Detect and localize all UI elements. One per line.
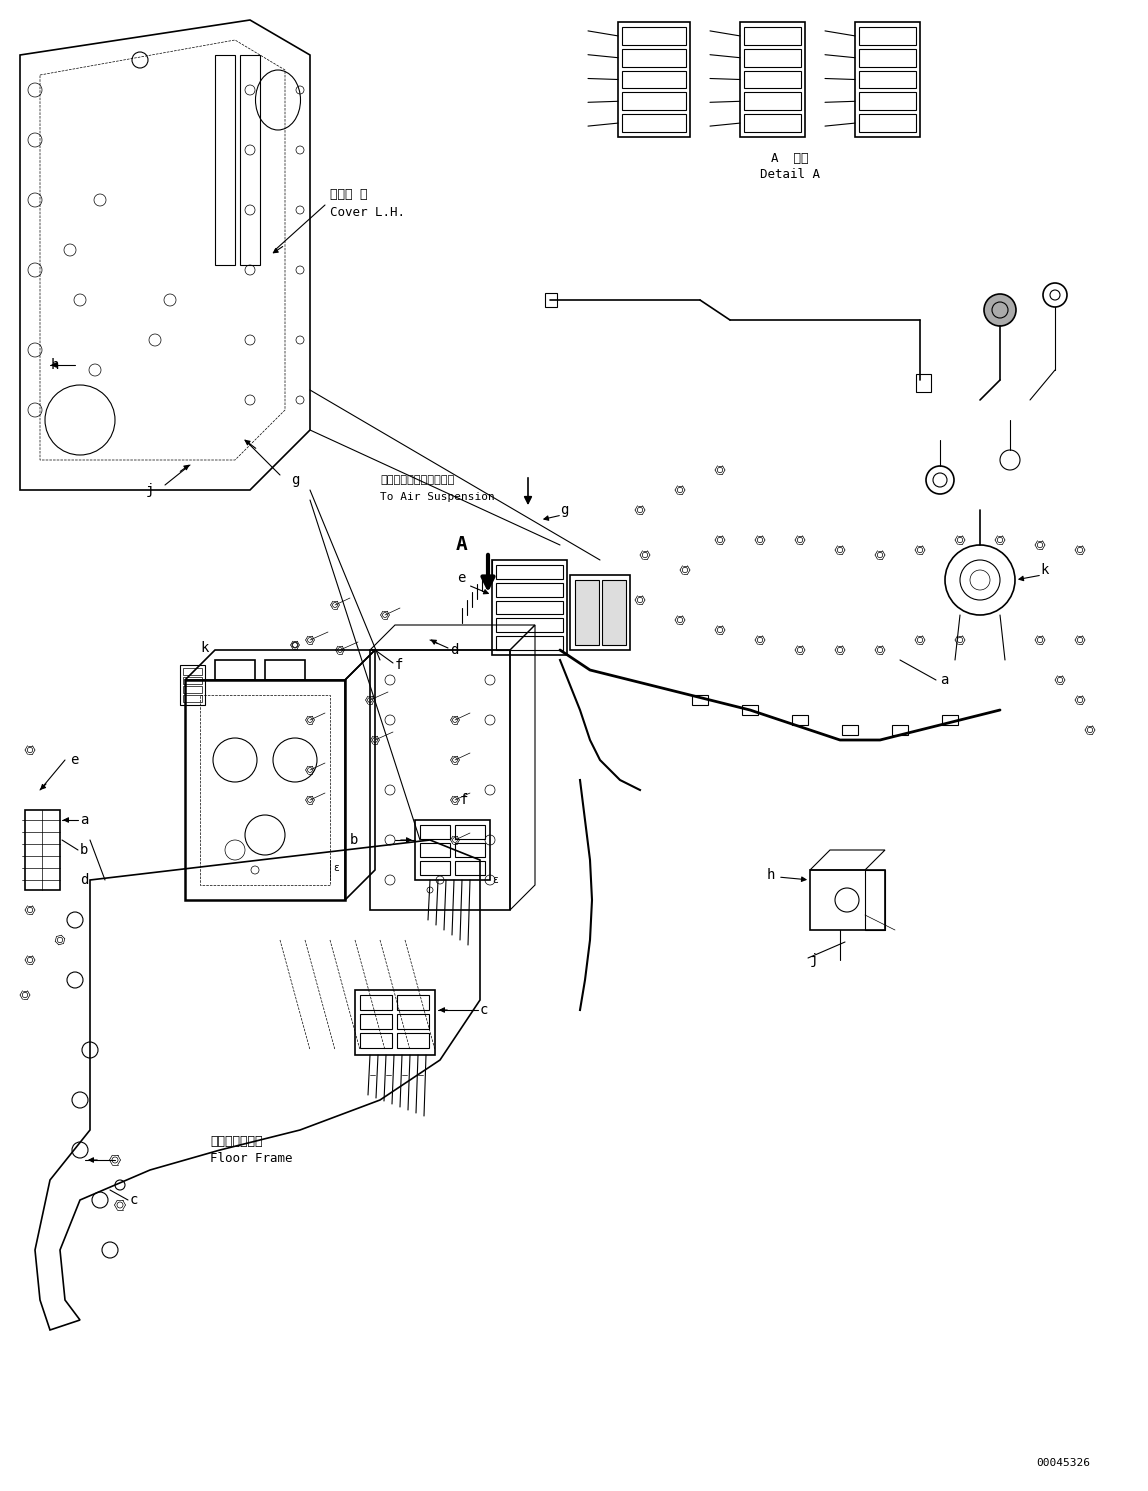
Bar — [360, 1014, 391, 1029]
Bar — [575, 580, 599, 646]
Bar — [859, 70, 916, 88]
Bar — [370, 650, 510, 910]
Bar — [360, 1033, 391, 1048]
Text: b: b — [350, 833, 358, 847]
Bar — [622, 27, 687, 45]
Text: j: j — [810, 953, 819, 968]
Text: a: a — [80, 813, 88, 828]
Text: Cover L.H.: Cover L.H. — [329, 206, 405, 219]
Text: ε: ε — [492, 875, 498, 886]
Bar — [180, 665, 205, 705]
Bar — [183, 677, 202, 684]
Bar — [25, 810, 60, 890]
Bar — [200, 695, 329, 886]
Bar — [360, 994, 391, 1009]
Text: b: b — [80, 842, 88, 857]
Text: フロアフレーム: フロアフレーム — [210, 1135, 263, 1148]
Bar — [496, 619, 563, 632]
Text: h: h — [51, 358, 60, 371]
Bar — [622, 115, 687, 133]
Text: g: g — [560, 502, 568, 517]
Bar — [744, 92, 801, 110]
Text: d: d — [80, 874, 88, 887]
Text: c: c — [130, 1193, 139, 1208]
Bar — [397, 994, 429, 1009]
Bar — [622, 70, 687, 88]
Bar — [183, 668, 202, 675]
Bar — [602, 580, 626, 646]
Bar — [744, 49, 801, 67]
Bar — [496, 565, 563, 579]
Text: e: e — [457, 571, 465, 584]
Text: a: a — [940, 672, 948, 687]
Text: f: f — [395, 658, 403, 672]
Bar — [420, 860, 450, 875]
Bar — [355, 990, 435, 1056]
Bar — [265, 661, 305, 680]
Text: f: f — [460, 793, 468, 807]
Bar — [859, 49, 916, 67]
Bar — [792, 716, 808, 725]
Text: カバー 左: カバー 左 — [329, 188, 367, 201]
Bar — [943, 716, 957, 725]
Bar — [492, 561, 567, 655]
Text: 00045326: 00045326 — [1035, 1458, 1089, 1469]
Bar — [841, 725, 858, 735]
Bar — [215, 55, 235, 265]
Bar — [622, 49, 687, 67]
Text: エアーサスペンションヘ: エアーサスペンションヘ — [380, 476, 455, 485]
Text: A: A — [456, 535, 468, 555]
Text: Floor Frame: Floor Frame — [210, 1153, 293, 1164]
Text: e: e — [70, 753, 78, 766]
Bar — [744, 115, 801, 133]
Bar — [859, 27, 916, 45]
Bar — [892, 725, 908, 735]
Bar — [397, 1014, 429, 1029]
Bar — [455, 842, 484, 857]
Bar — [183, 686, 202, 693]
Bar — [496, 637, 563, 650]
Bar — [414, 820, 490, 880]
Bar — [455, 860, 484, 875]
Text: k: k — [201, 641, 209, 655]
Bar — [455, 825, 484, 839]
Text: To Air Suspension: To Air Suspension — [380, 492, 495, 502]
Bar — [183, 695, 202, 702]
Bar — [692, 695, 708, 705]
Bar — [744, 27, 801, 45]
Bar — [420, 825, 450, 839]
Text: j: j — [146, 483, 154, 497]
Bar — [215, 661, 255, 680]
Bar — [397, 1033, 429, 1048]
Text: ε: ε — [333, 863, 339, 874]
Bar — [571, 576, 630, 650]
Text: k: k — [1040, 564, 1048, 577]
Bar — [545, 294, 557, 307]
Bar — [740, 22, 805, 137]
Bar — [810, 871, 885, 930]
Text: A  詳細: A 詳細 — [771, 152, 808, 166]
Bar — [185, 680, 346, 901]
Bar — [496, 583, 563, 596]
Bar — [855, 22, 920, 137]
Bar — [240, 55, 259, 265]
Text: g: g — [290, 473, 300, 488]
Bar — [916, 374, 931, 392]
Bar — [742, 705, 758, 716]
Bar — [622, 92, 687, 110]
Bar — [859, 115, 916, 133]
Text: c: c — [480, 1003, 488, 1017]
Bar — [420, 842, 450, 857]
Bar — [496, 601, 563, 614]
Text: Detail A: Detail A — [760, 168, 820, 180]
Text: h: h — [767, 868, 775, 883]
Bar — [618, 22, 690, 137]
Bar — [744, 70, 801, 88]
Text: d: d — [450, 643, 458, 658]
Circle shape — [984, 294, 1016, 327]
Bar — [859, 92, 916, 110]
